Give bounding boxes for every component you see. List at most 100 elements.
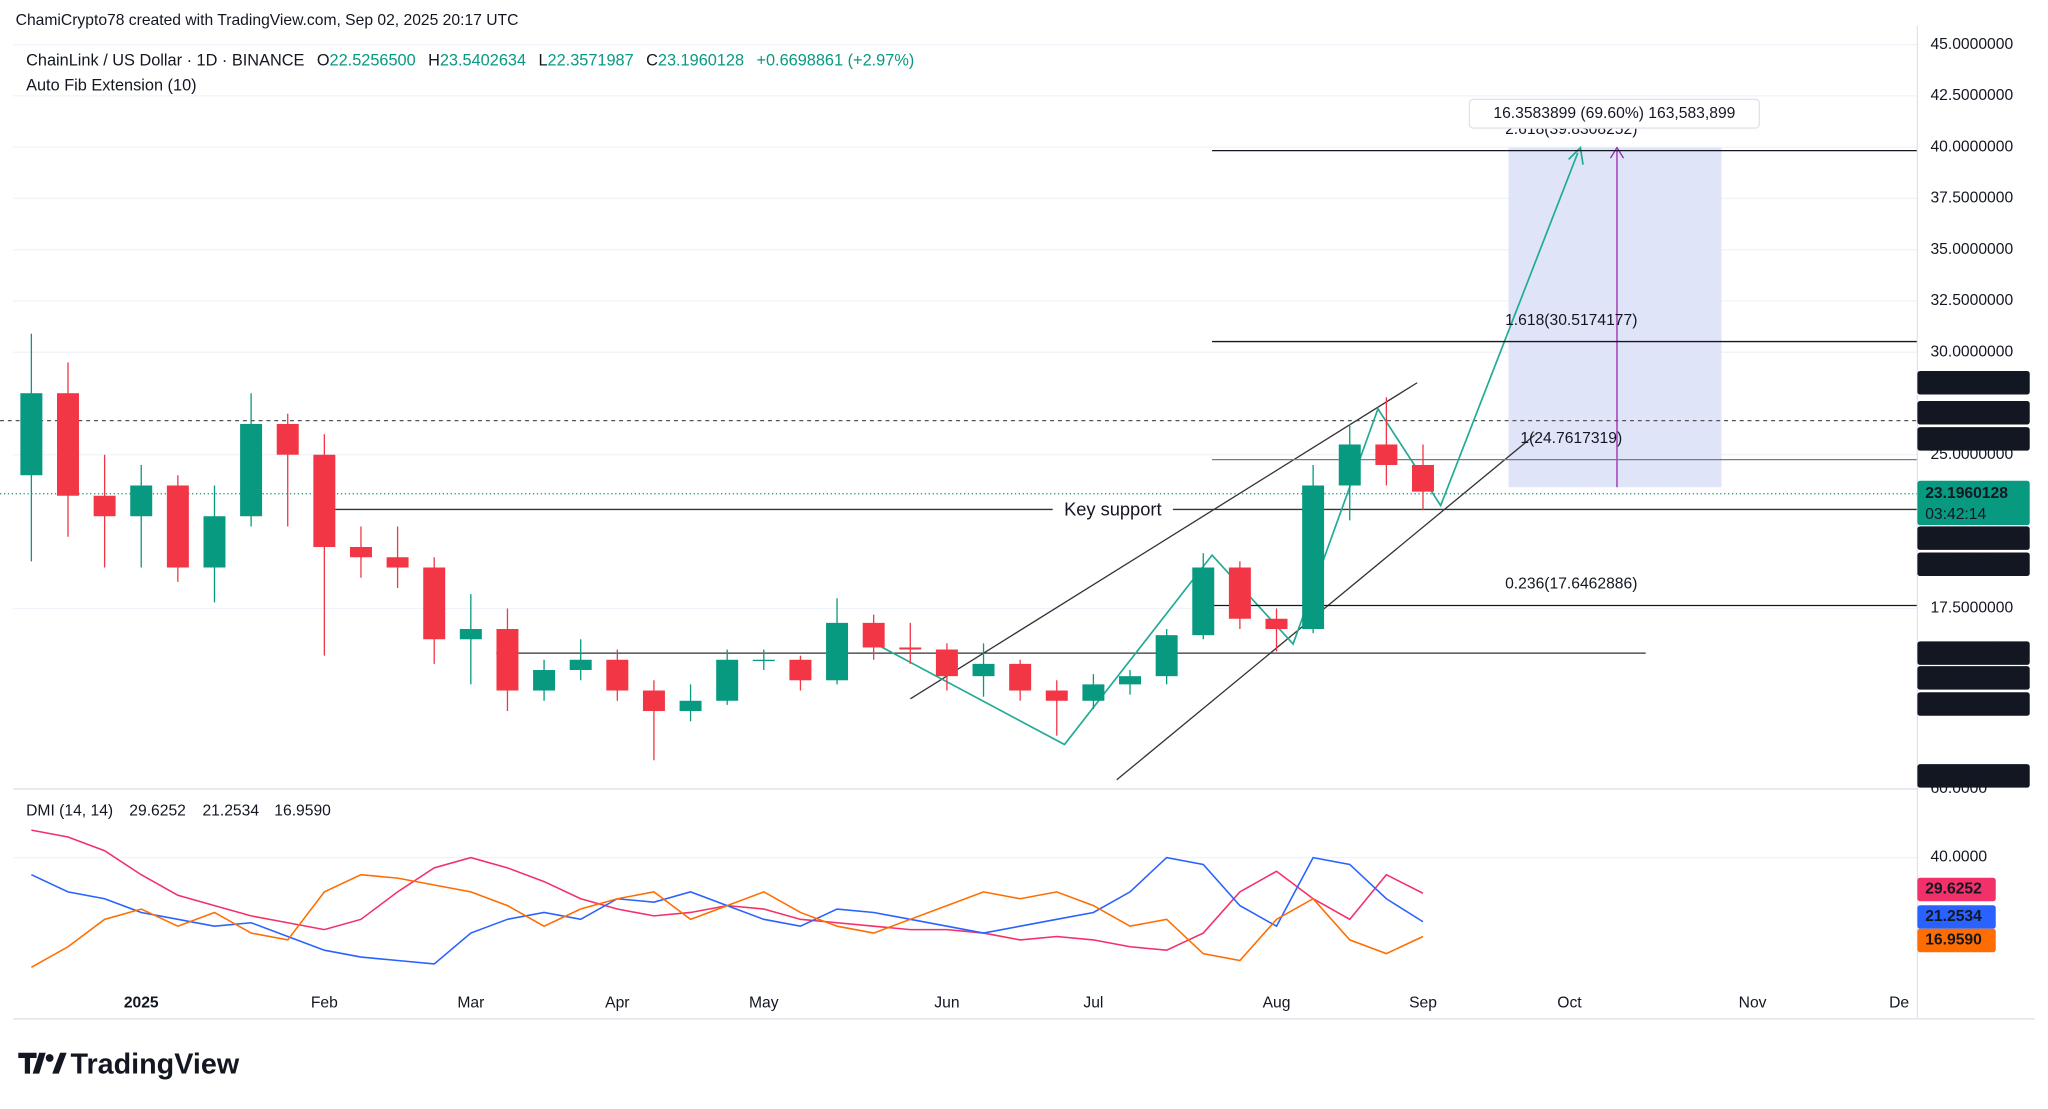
candle-body <box>1045 690 1068 701</box>
axes: 45.0000000 42.5000000 40.0000000 37.5000000… <box>124 36 2030 1011</box>
x-tick-label: Oct <box>1557 994 1582 1011</box>
channel-line <box>1116 434 1536 781</box>
candle-body <box>349 546 372 558</box>
price-label: 22.3106782 <box>1925 555 2008 572</box>
y-tick-label: 45.0000000 <box>1930 36 2013 53</box>
symbol: ChainLink / US Dollar · 1D · BINANCE <box>26 52 304 70</box>
y-tick-label: 35.0000000 <box>1930 241 2013 258</box>
dmi-legend-value: 16.9590 <box>274 802 331 819</box>
candle-body <box>972 663 995 677</box>
countdown: 03:42:14 <box>1925 506 1986 523</box>
candle-body <box>1338 444 1361 486</box>
candle-body <box>459 629 482 640</box>
x-tick-label: De <box>1889 994 1909 1011</box>
y-tick-label: 40.0000 <box>1930 849 1987 866</box>
logo-dot <box>45 1054 54 1062</box>
price-label-box <box>1917 692 2030 716</box>
ohlc-value: 22.5256500 <box>330 52 416 70</box>
candle-body <box>1302 485 1325 630</box>
price-label-box <box>1917 401 2030 425</box>
price-label-box <box>1917 666 2030 690</box>
ohlc-key: H <box>428 52 440 70</box>
fib-label: 1(24.7617319) <box>1520 430 1622 447</box>
candle-body <box>423 567 446 640</box>
symbol-legend: ChainLink / US Dollar · 1D · BINANCE O22… <box>26 52 914 70</box>
candle-body <box>496 629 519 691</box>
change: +0.6698861 (+2.97%) <box>756 52 914 70</box>
candle-body <box>203 516 226 568</box>
key-support-label: Key support <box>1064 499 1161 520</box>
candle-body <box>1119 676 1142 685</box>
label-bg <box>1052 497 1173 524</box>
measure-label: 16.3583899 (69.60%) 163,583,899 <box>1493 105 1735 122</box>
candle-body <box>642 690 665 712</box>
candle-body <box>752 659 775 662</box>
candle-body <box>93 495 116 517</box>
measure-label-box <box>1468 98 1760 129</box>
price-label: 15.4941223 <box>1925 644 2008 661</box>
channel-line <box>910 382 1418 700</box>
ohlc-value: 22.3571987 <box>548 52 634 70</box>
price-label-box <box>1917 641 2030 665</box>
y-tick-label: 37.5000000 <box>1930 190 2013 207</box>
candle-body <box>1009 663 1032 691</box>
fib-label: 0.236(17.6462886) <box>1505 576 1637 593</box>
y-tick-label: 32.5000000 <box>1930 292 2013 309</box>
ohlc-value: 23.1960128 <box>658 52 744 70</box>
price-label: 13.2640825 <box>1925 695 2008 712</box>
candle-body <box>1265 618 1288 630</box>
candle-body <box>679 700 702 712</box>
price-label: 28.5557842 <box>1925 374 2008 391</box>
arrow-head <box>1609 146 1625 159</box>
candle-body <box>386 557 409 568</box>
price-label-box <box>1917 552 2030 577</box>
candle-body <box>130 485 153 517</box>
candle-body <box>569 659 592 671</box>
dmi-legend-value: 29.6252 <box>129 802 186 819</box>
ohlc-value: 23.5402634 <box>440 52 526 70</box>
candle-body <box>899 647 922 650</box>
ohlc-key: L <box>538 52 547 70</box>
candle-body <box>166 485 189 568</box>
price-label: 22.5000000 <box>1925 529 2008 546</box>
candle-body <box>862 622 885 648</box>
price-label-box <box>1917 427 2030 451</box>
dmi-value: 29.6252 <box>1925 881 1982 898</box>
candle-body <box>1192 567 1215 636</box>
x-tick-label: Aug <box>1263 994 1291 1011</box>
x-tick-label: Jun <box>934 994 959 1011</box>
header: ChamiCrypto78 created with TradingView.c… <box>16 12 519 29</box>
x-tick-label: 2025 <box>124 994 159 1011</box>
dmi-pane: DMI (14, 14) 29.6252 21.2534 16.9590 <box>26 802 1424 969</box>
last-price-box <box>1917 480 2030 526</box>
arrow-head <box>1568 145 1584 165</box>
measure-box <box>1508 147 1722 488</box>
candle-body <box>1375 444 1398 465</box>
price-label-box <box>1917 526 2030 550</box>
candle-body <box>1228 567 1251 619</box>
footer-logo[interactable]: TradingView <box>71 1048 240 1080</box>
x-tick-label: Feb <box>311 994 338 1011</box>
x-tick-label: Sep <box>1409 994 1437 1011</box>
ohlc-key: C <box>646 52 658 70</box>
y-tick-label: 17.5000000 <box>1930 600 2013 617</box>
dmi-value-box <box>1917 877 1996 902</box>
dmi-title: DMI (14, 14) <box>26 802 113 819</box>
price-label: 9.3880609 <box>1925 767 1999 784</box>
candle-body <box>789 659 812 681</box>
candle-body <box>276 423 299 455</box>
x-tick-label: Mar <box>457 994 484 1011</box>
candle-body <box>716 659 739 701</box>
price-label-box <box>1917 764 2030 788</box>
candle-body <box>533 670 556 691</box>
candle-body <box>935 649 958 677</box>
price-label: 26.6974177 <box>1925 404 2008 421</box>
last-price: 23.1960128 <box>1925 485 2008 502</box>
dmi-value-box <box>1917 928 1996 953</box>
indicator-legend: Auto Fib Extension (10) <box>26 77 196 95</box>
candle-body <box>1412 464 1434 492</box>
candle-body <box>57 393 79 496</box>
